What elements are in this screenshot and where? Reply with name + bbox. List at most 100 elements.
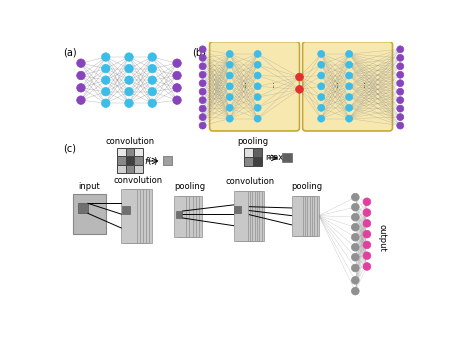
Circle shape xyxy=(346,72,353,79)
Circle shape xyxy=(318,94,325,101)
Circle shape xyxy=(296,73,303,81)
Bar xyxy=(250,191,264,241)
Bar xyxy=(174,196,186,237)
Circle shape xyxy=(254,72,261,79)
Text: convolution: convolution xyxy=(114,176,163,185)
Circle shape xyxy=(363,209,371,217)
Circle shape xyxy=(77,84,85,92)
Circle shape xyxy=(199,97,206,104)
Bar xyxy=(135,156,143,165)
Bar xyxy=(253,148,262,157)
Bar xyxy=(183,196,196,237)
Text: ...: ... xyxy=(331,80,340,88)
Circle shape xyxy=(363,252,371,260)
Circle shape xyxy=(101,87,110,96)
Circle shape xyxy=(101,53,110,61)
Bar xyxy=(126,148,135,156)
Circle shape xyxy=(148,99,156,108)
Bar xyxy=(128,189,143,243)
Bar xyxy=(78,203,88,213)
Circle shape xyxy=(318,83,325,90)
Bar xyxy=(126,156,135,165)
Circle shape xyxy=(351,234,359,241)
Bar xyxy=(175,211,182,218)
Bar xyxy=(190,196,202,237)
Circle shape xyxy=(173,59,182,67)
Bar xyxy=(238,191,252,241)
Circle shape xyxy=(346,51,353,57)
Circle shape xyxy=(199,88,206,95)
Circle shape xyxy=(397,97,404,104)
Bar xyxy=(121,189,137,243)
Text: ...: ... xyxy=(239,80,248,88)
Bar xyxy=(135,165,143,173)
Bar xyxy=(186,196,199,237)
Circle shape xyxy=(397,71,404,78)
Bar xyxy=(234,191,247,241)
Circle shape xyxy=(351,243,359,251)
Bar xyxy=(135,148,143,156)
Text: (a): (a) xyxy=(63,48,77,58)
Circle shape xyxy=(226,51,233,57)
Circle shape xyxy=(363,241,371,249)
Circle shape xyxy=(199,105,206,112)
Circle shape xyxy=(397,54,404,61)
Circle shape xyxy=(101,76,110,84)
Text: $f(\cdot)$: $f(\cdot)$ xyxy=(145,155,159,167)
Circle shape xyxy=(125,64,133,73)
Circle shape xyxy=(397,113,404,120)
Circle shape xyxy=(254,115,261,122)
Text: (b): (b) xyxy=(192,48,206,58)
Circle shape xyxy=(346,83,353,90)
Circle shape xyxy=(148,64,156,73)
Text: (c): (c) xyxy=(63,143,76,153)
Bar xyxy=(247,191,262,241)
Bar xyxy=(244,148,253,157)
Circle shape xyxy=(226,104,233,111)
Circle shape xyxy=(318,61,325,68)
Bar xyxy=(236,191,250,241)
Text: ...: ... xyxy=(267,80,276,88)
Circle shape xyxy=(254,83,261,90)
Bar xyxy=(130,189,146,243)
Circle shape xyxy=(101,64,110,73)
Circle shape xyxy=(351,213,359,221)
Circle shape xyxy=(346,61,353,68)
Circle shape xyxy=(125,53,133,61)
Bar xyxy=(301,196,312,236)
Bar xyxy=(137,189,152,243)
Circle shape xyxy=(397,88,404,95)
Circle shape xyxy=(173,84,182,92)
Bar xyxy=(163,155,173,165)
Circle shape xyxy=(397,122,404,129)
Circle shape xyxy=(346,104,353,111)
Circle shape xyxy=(77,71,85,80)
Circle shape xyxy=(363,263,371,270)
Bar xyxy=(235,206,241,213)
Circle shape xyxy=(346,94,353,101)
Circle shape xyxy=(254,61,261,68)
Bar xyxy=(126,165,135,173)
Bar xyxy=(118,165,126,173)
Bar xyxy=(124,189,140,243)
Bar xyxy=(122,206,130,214)
Circle shape xyxy=(351,193,359,201)
Circle shape xyxy=(125,76,133,84)
Text: output: output xyxy=(378,224,387,252)
Circle shape xyxy=(351,203,359,211)
Bar xyxy=(118,148,126,156)
Circle shape xyxy=(351,287,359,295)
Circle shape xyxy=(199,54,206,61)
Circle shape xyxy=(318,72,325,79)
Circle shape xyxy=(199,122,206,129)
Circle shape xyxy=(173,71,182,80)
Bar xyxy=(118,156,126,165)
Circle shape xyxy=(148,87,156,96)
Text: input: input xyxy=(79,182,100,191)
Circle shape xyxy=(125,87,133,96)
Bar xyxy=(303,196,314,236)
Circle shape xyxy=(254,51,261,57)
Circle shape xyxy=(397,63,404,70)
Circle shape xyxy=(318,115,325,122)
Bar xyxy=(241,191,255,241)
